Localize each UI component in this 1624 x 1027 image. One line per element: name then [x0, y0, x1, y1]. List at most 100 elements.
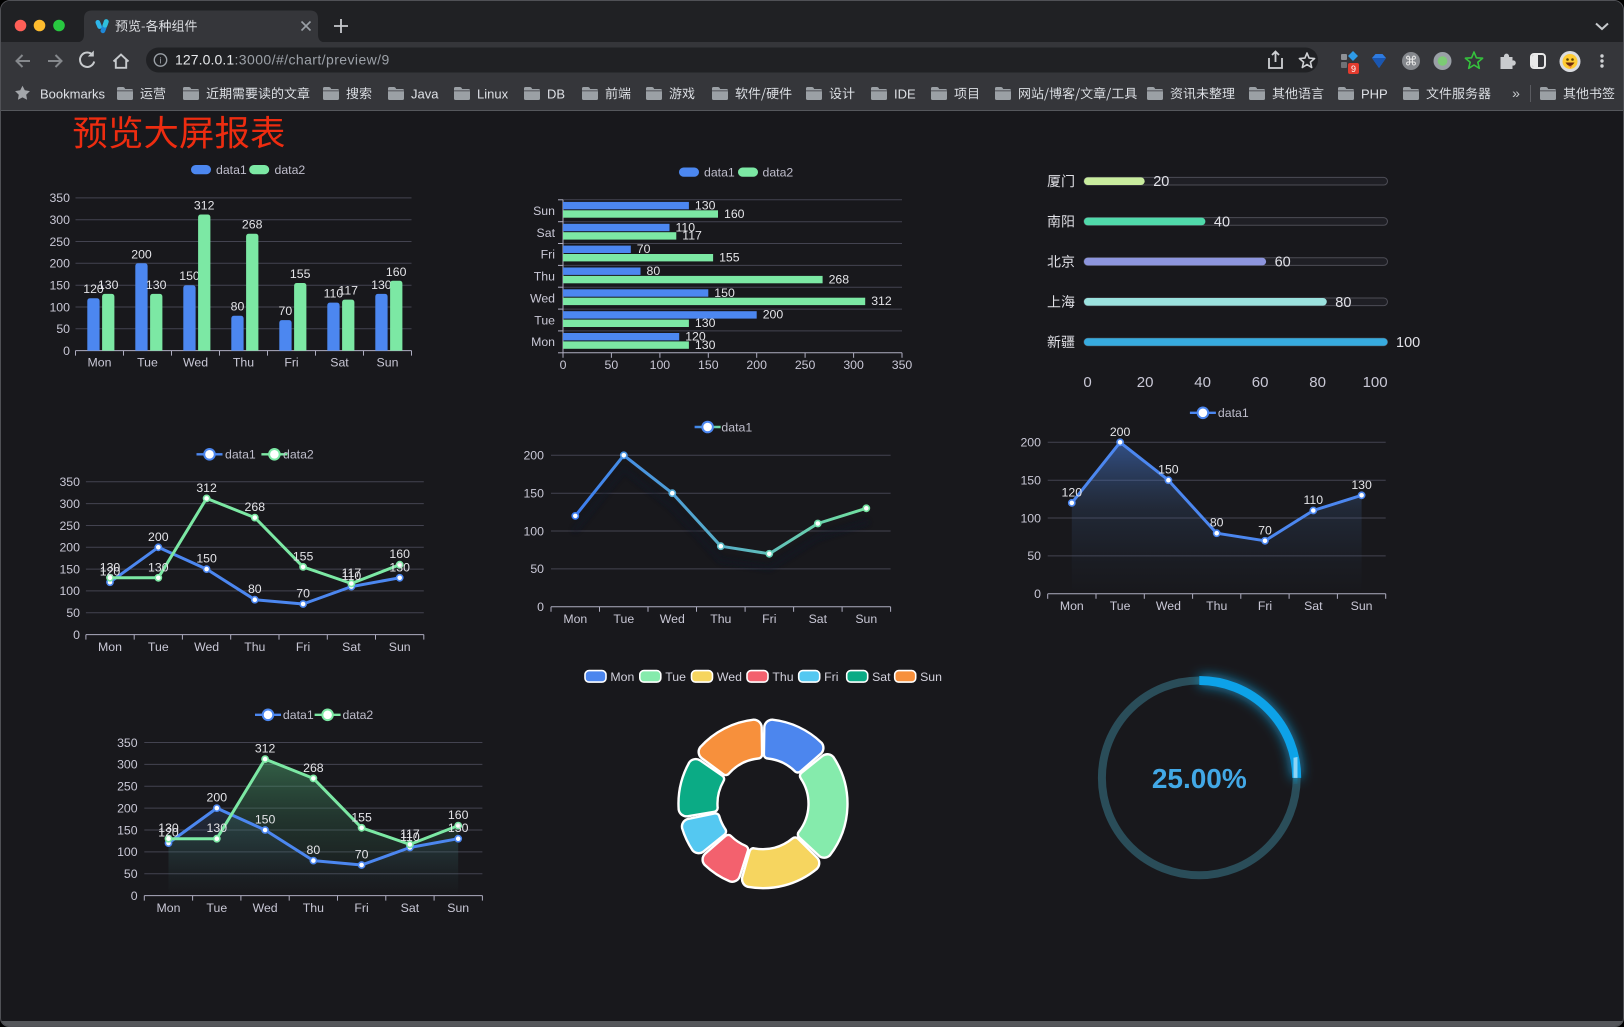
- svg-text:155: 155: [351, 810, 372, 824]
- svg-text:Fri: Fri: [541, 248, 555, 262]
- svg-text:150: 150: [179, 269, 200, 283]
- svg-text:20: 20: [1137, 374, 1154, 391]
- svg-text:i: i: [159, 56, 161, 67]
- svg-text:312: 312: [871, 294, 892, 308]
- svg-text:130: 130: [695, 338, 716, 352]
- svg-text:50: 50: [1027, 549, 1041, 563]
- svg-text:Thu: Thu: [772, 670, 793, 684]
- svg-text:0: 0: [1034, 587, 1041, 601]
- svg-text:Fri: Fri: [284, 356, 298, 370]
- svg-text:50: 50: [605, 358, 619, 372]
- svg-text:data1: data1: [225, 448, 256, 462]
- svg-text:130: 130: [207, 821, 228, 835]
- svg-text:Tue: Tue: [148, 640, 169, 654]
- svg-text:200: 200: [59, 541, 80, 555]
- svg-text:130: 130: [371, 278, 392, 292]
- svg-text:155: 155: [719, 251, 740, 265]
- svg-text:80: 80: [307, 843, 321, 857]
- svg-text:130: 130: [98, 278, 119, 292]
- svg-text:120: 120: [100, 565, 121, 579]
- svg-text:Mon: Mon: [88, 356, 112, 370]
- svg-text:Sun: Sun: [447, 901, 469, 915]
- svg-text:117: 117: [338, 284, 358, 298]
- svg-text:268: 268: [242, 218, 263, 232]
- svg-text:Fri: Fri: [824, 670, 838, 684]
- svg-text:130: 130: [1351, 478, 1372, 492]
- svg-text:155: 155: [290, 267, 311, 281]
- svg-text:Fri: Fri: [296, 640, 310, 654]
- svg-text:20: 20: [1153, 174, 1169, 190]
- svg-text:100: 100: [1363, 374, 1388, 391]
- svg-text:Sun: Sun: [1351, 599, 1373, 613]
- svg-text:160: 160: [724, 207, 745, 221]
- svg-text:40: 40: [1214, 214, 1230, 230]
- svg-text:DB: DB: [547, 86, 565, 101]
- svg-text:Sat: Sat: [342, 640, 361, 654]
- svg-text:Sun: Sun: [389, 640, 411, 654]
- svg-text:data2: data2: [343, 708, 374, 722]
- svg-text:data1: data1: [283, 708, 314, 722]
- svg-text:0: 0: [73, 628, 80, 642]
- svg-text:150: 150: [255, 813, 276, 827]
- svg-text:50: 50: [530, 562, 544, 576]
- svg-text:data1: data1: [721, 420, 752, 434]
- svg-text:Wed: Wed: [660, 612, 685, 626]
- svg-text:250: 250: [117, 780, 138, 794]
- svg-text:Thu: Thu: [244, 640, 265, 654]
- svg-text:Thu: Thu: [1206, 599, 1227, 613]
- svg-text:100: 100: [523, 524, 544, 538]
- svg-text:110: 110: [400, 830, 420, 844]
- svg-text:50: 50: [66, 606, 80, 620]
- svg-text:80: 80: [1309, 374, 1326, 391]
- svg-text:data2: data2: [763, 166, 794, 180]
- svg-text:130: 130: [389, 560, 410, 574]
- svg-text:110: 110: [676, 220, 696, 234]
- svg-text:Sat: Sat: [401, 901, 420, 915]
- svg-text:0: 0: [63, 344, 70, 358]
- svg-text:200: 200: [131, 247, 152, 261]
- svg-text:250: 250: [795, 358, 816, 372]
- svg-text:160: 160: [448, 808, 469, 822]
- svg-text:Mon: Mon: [157, 901, 181, 915]
- svg-text:⌘: ⌘: [1405, 54, 1418, 69]
- svg-text:Mon: Mon: [531, 335, 555, 349]
- svg-text:200: 200: [1020, 436, 1041, 450]
- svg-text:250: 250: [49, 235, 70, 249]
- svg-text:100: 100: [1020, 511, 1041, 525]
- svg-text:data1: data1: [1218, 406, 1249, 420]
- svg-text:Mon: Mon: [1060, 599, 1084, 613]
- svg-text:150: 150: [1158, 463, 1179, 477]
- svg-text:110: 110: [342, 569, 362, 583]
- svg-text:110: 110: [1303, 493, 1323, 507]
- svg-text:9: 9: [1351, 64, 1356, 74]
- svg-text:130: 130: [158, 821, 179, 835]
- svg-text::3000/#/chart/preview/9: :3000/#/chart/preview/9: [235, 52, 390, 68]
- svg-text:312: 312: [255, 742, 276, 756]
- svg-text:80: 80: [647, 264, 661, 278]
- svg-text:150: 150: [1020, 474, 1041, 488]
- svg-text:150: 150: [59, 562, 80, 576]
- svg-text:Sun: Sun: [533, 204, 555, 218]
- svg-text:150: 150: [523, 487, 544, 501]
- svg-text:200: 200: [1110, 425, 1131, 439]
- svg-text:268: 268: [303, 761, 324, 775]
- svg-text:Sun: Sun: [377, 356, 399, 370]
- svg-text:Wed: Wed: [530, 292, 555, 306]
- svg-text:268: 268: [829, 272, 850, 286]
- svg-text:Wed: Wed: [194, 640, 219, 654]
- svg-text:160: 160: [386, 265, 407, 279]
- svg-text:70: 70: [1258, 523, 1272, 537]
- svg-text:Fri: Fri: [762, 612, 776, 626]
- svg-text:130: 130: [695, 198, 716, 212]
- svg-text:127.0.0.1: 127.0.0.1: [175, 52, 234, 68]
- svg-text:200: 200: [117, 801, 138, 815]
- svg-text:70: 70: [296, 587, 310, 601]
- svg-text:Sat: Sat: [537, 226, 556, 240]
- svg-text:268: 268: [245, 500, 266, 514]
- svg-text:Fri: Fri: [354, 901, 368, 915]
- svg-text:155: 155: [293, 549, 314, 563]
- svg-text:100: 100: [650, 358, 671, 372]
- svg-text:80: 80: [248, 582, 262, 596]
- svg-text:Mon: Mon: [563, 612, 587, 626]
- svg-text:150: 150: [49, 279, 70, 293]
